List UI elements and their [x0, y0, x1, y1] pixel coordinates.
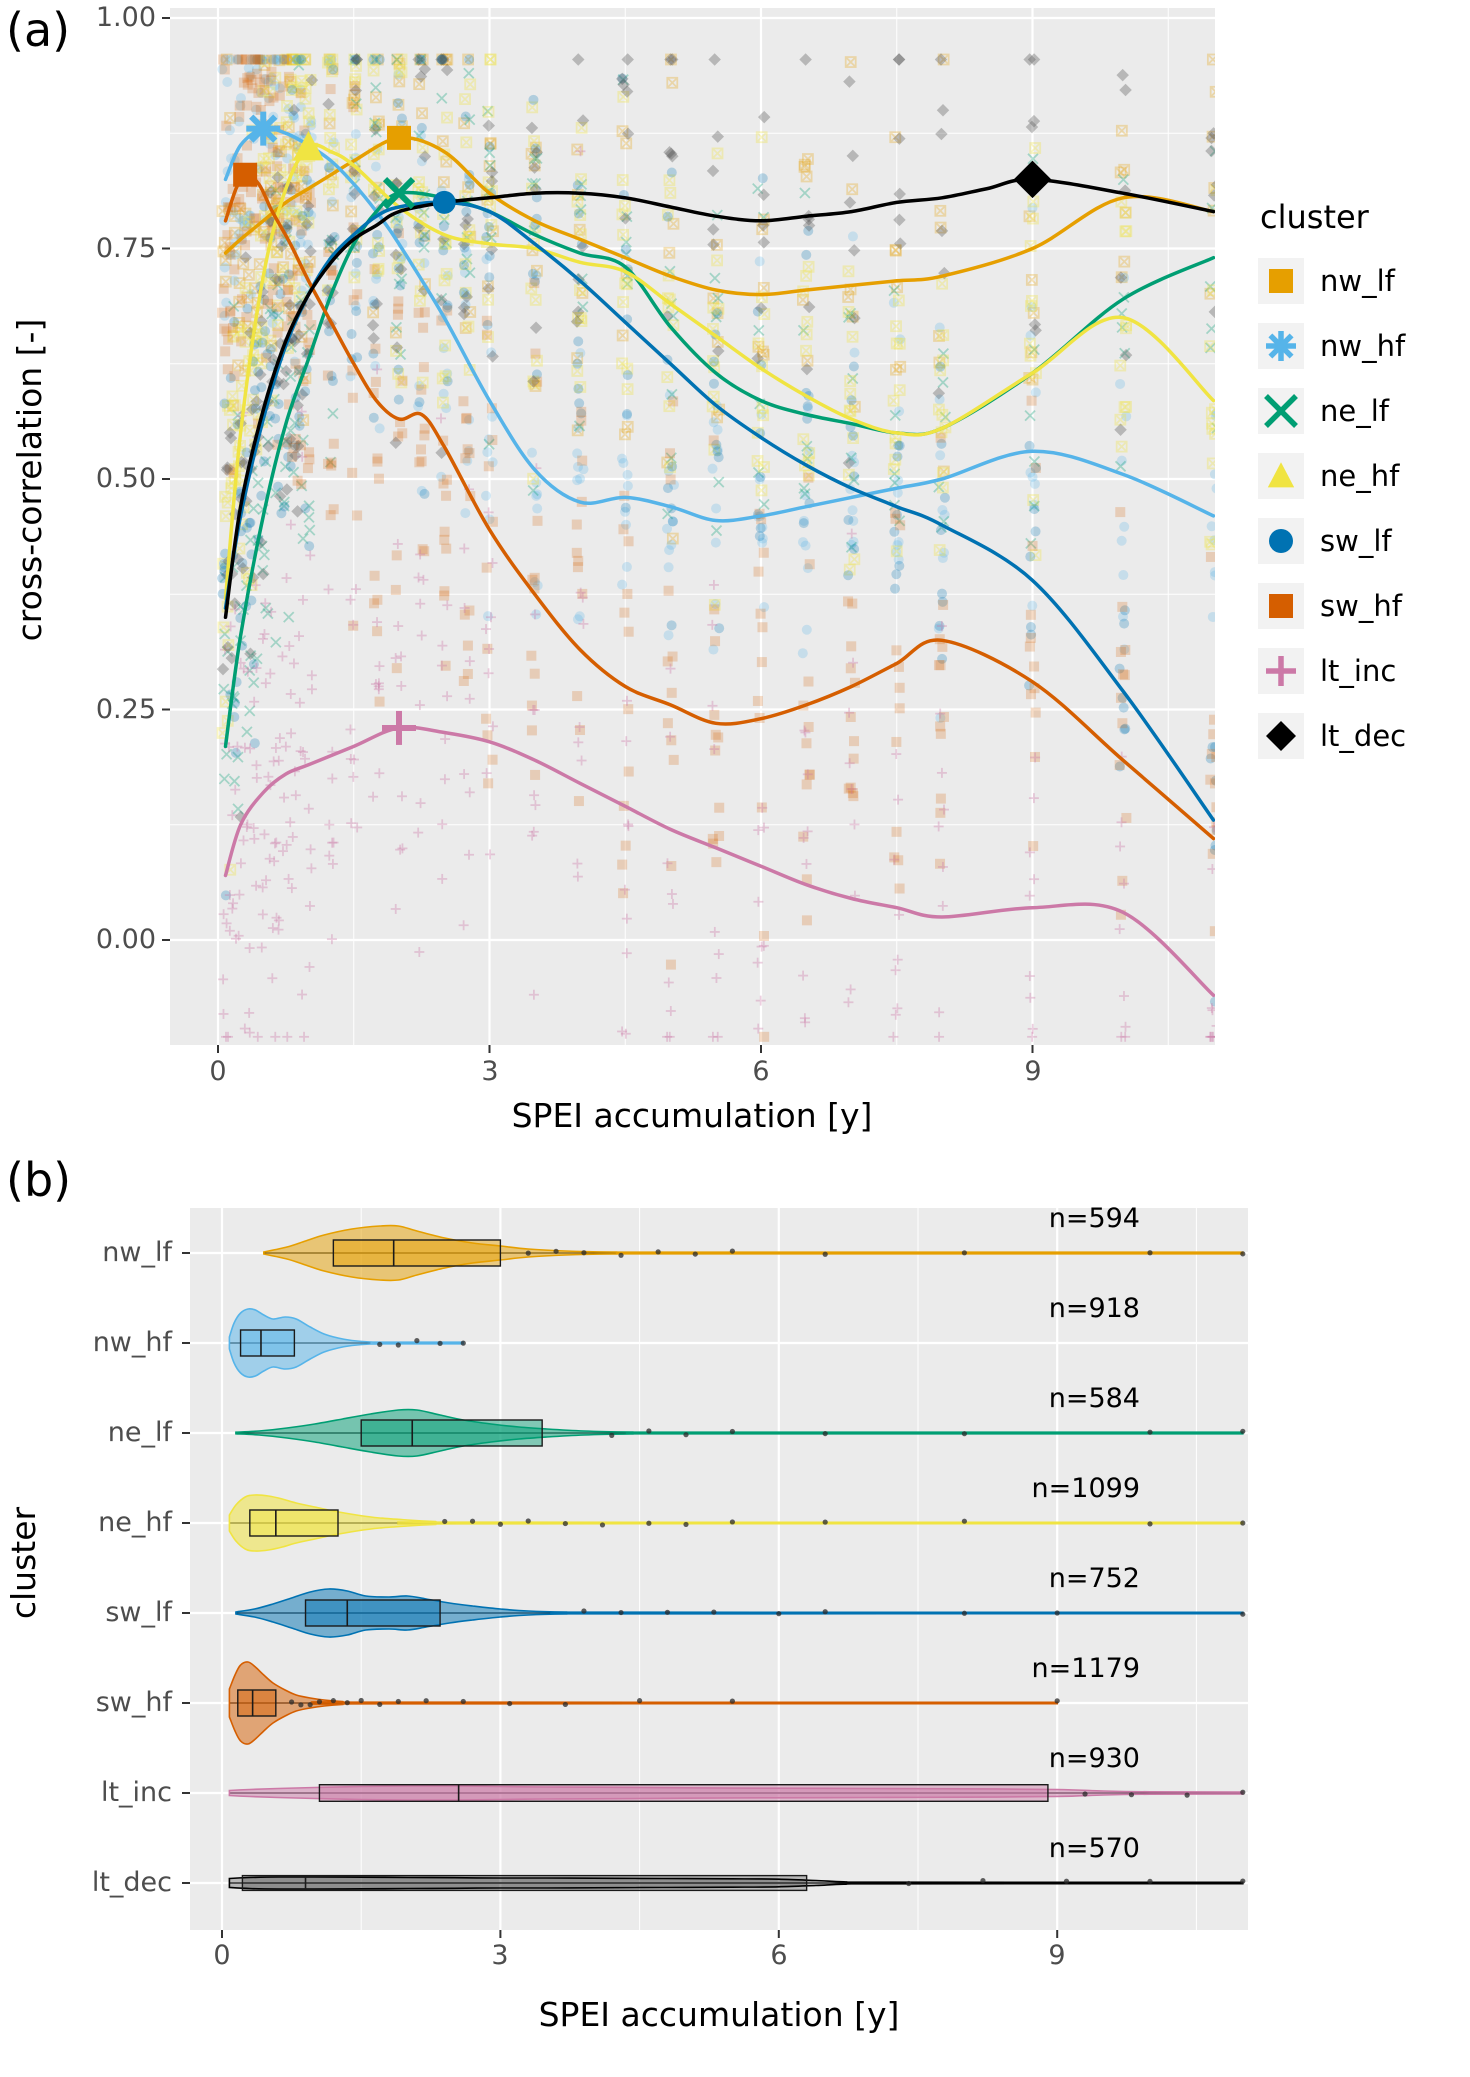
row-label-lt-dec: lt_dec [91, 1867, 172, 1898]
lt-inc-plus-marker-icon [1258, 648, 1304, 694]
x-tick-label: 6 [770, 1940, 788, 1971]
row-label-ne-lf: ne_lf [107, 1417, 172, 1448]
count-label: n=584 [1048, 1383, 1140, 1414]
y-tick-label: 0.00 [95, 924, 156, 955]
panel-a-label: (a) [6, 3, 71, 57]
nw-lf-square-marker-icon [1258, 258, 1304, 304]
legend-item-label: lt_inc [1320, 654, 1397, 688]
sw-lf-circle-marker-icon [1258, 518, 1304, 564]
row-label-ne-hf: ne_hf [98, 1507, 172, 1538]
y-tick-label: 0.25 [95, 694, 156, 725]
sw-hf-square-marker-icon [1258, 583, 1304, 629]
ne-hf-triangle-marker-icon [1258, 453, 1304, 499]
count-label: n=930 [1048, 1743, 1140, 1774]
y-tick-label: 0.50 [95, 463, 156, 494]
panel-b-x-axis-title: SPEI accumulation [y] [538, 1995, 900, 2034]
legend-item-label: ne_hf [1320, 459, 1400, 493]
row-label-sw-hf: sw_hf [95, 1687, 172, 1718]
count-label: n=570 [1048, 1833, 1140, 1864]
count-label: n=1179 [1031, 1653, 1140, 1684]
count-label: n=752 [1048, 1563, 1140, 1594]
row-label-lt-inc: lt_inc [100, 1777, 172, 1808]
row-label-nw-hf: nw_hf [92, 1327, 172, 1358]
nw-hf-asterisk-marker-icon [1258, 323, 1304, 369]
panel-a-x-axis-title: SPEI accumulation [y] [511, 1096, 873, 1135]
legend-item: nw_hf [1258, 323, 1406, 369]
x-tick-label: 3 [491, 1940, 509, 1971]
row-label-nw-lf: nw_lf [102, 1237, 172, 1268]
legend-item: sw_lf [1258, 518, 1406, 564]
count-label: n=918 [1048, 1293, 1140, 1324]
legend-item: ne_hf [1258, 453, 1406, 499]
legend: cluster nw_lf nw_hf ne_lf ne_hf sw_lf sw… [1258, 198, 1406, 778]
panel-b-label: (b) [6, 1153, 72, 1207]
legend-item: ne_lf [1258, 388, 1406, 434]
count-label: n=1099 [1031, 1473, 1140, 1504]
legend-item-label: nw_lf [1320, 264, 1395, 298]
x-tick-label: 0 [209, 1056, 227, 1087]
legend-item-label: nw_hf [1320, 329, 1406, 363]
ne-lf-cross-marker-icon [1258, 388, 1304, 434]
legend-title: cluster [1260, 198, 1369, 236]
x-tick-label: 0 [213, 1940, 231, 1971]
lt-dec-diamond-marker-icon [1258, 713, 1304, 759]
x-tick-label: 9 [1048, 1940, 1066, 1971]
panel-a-chart [162, 8, 1215, 1053]
x-tick-label: 6 [752, 1056, 770, 1087]
y-tick-label: 0.75 [95, 233, 156, 264]
legend-item-label: ne_lf [1320, 394, 1389, 428]
legend-item: lt_dec [1258, 713, 1406, 759]
count-label: n=594 [1048, 1203, 1140, 1234]
legend-item-label: sw_lf [1320, 524, 1392, 558]
panel-a-y-axis-title: cross-correlation [-] [10, 318, 49, 642]
y-tick-label: 1.00 [95, 2, 156, 33]
x-tick-label: 9 [1024, 1056, 1042, 1087]
panel-b-chart [182, 1208, 1248, 1938]
row-label-sw-lf: sw_lf [105, 1597, 172, 1628]
legend-item: sw_hf [1258, 583, 1406, 629]
legend-item: nw_lf [1258, 258, 1406, 304]
legend-item-label: lt_dec [1320, 719, 1407, 753]
legend-item: lt_inc [1258, 648, 1406, 694]
panel-b-y-axis-title: cluster [4, 1506, 43, 1620]
x-tick-label: 3 [481, 1056, 499, 1087]
legend-item-label: sw_hf [1320, 589, 1402, 623]
